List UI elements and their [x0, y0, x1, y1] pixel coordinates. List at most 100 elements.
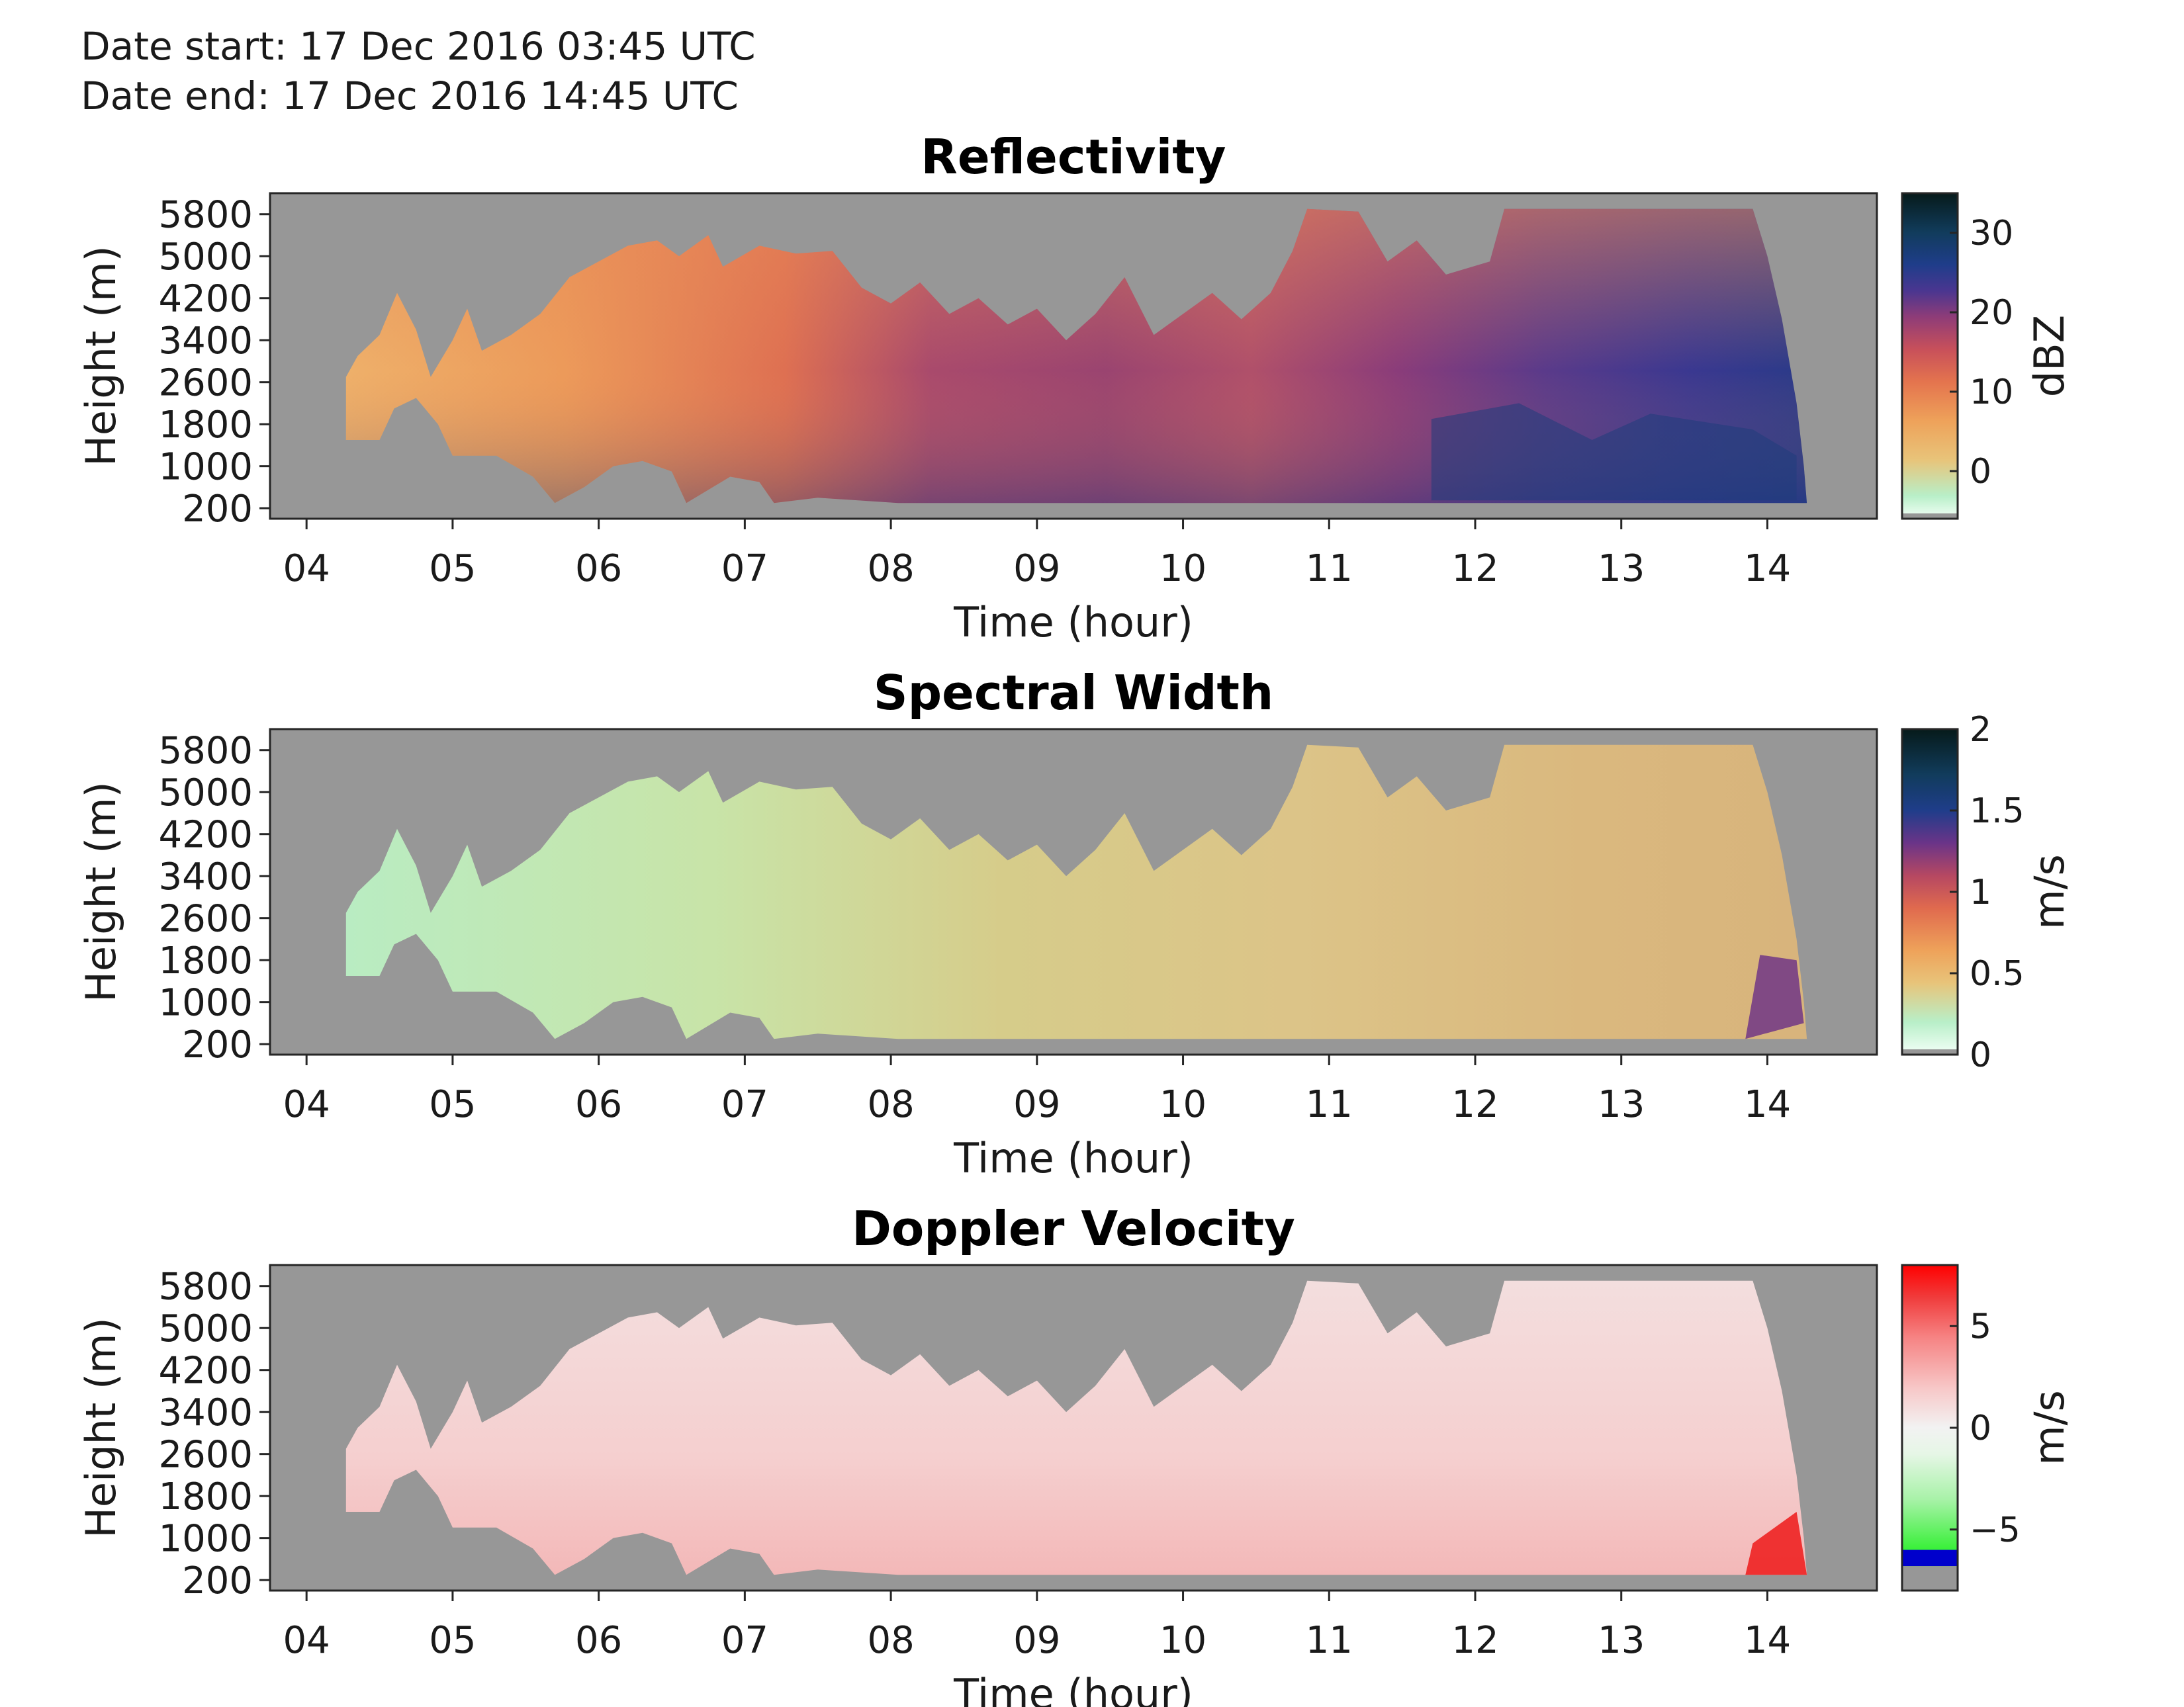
x-tick-label: 05	[429, 1619, 476, 1662]
echo-region	[345, 744, 1807, 1039]
panel-3: Doppler Velocity200100018002600340042005…	[77, 1201, 2073, 1707]
x-tick-label: 04	[283, 1619, 330, 1662]
x-tick-label: 04	[283, 547, 330, 590]
x-tick-label: 06	[575, 1619, 622, 1662]
date-end-label: Date end: 17 Dec 2016 14:45 UTC	[81, 73, 739, 118]
y-tick-label: 1000	[158, 446, 253, 489]
y-tick-label: 4200	[158, 814, 253, 857]
panel-title: Doppler Velocity	[852, 1201, 1295, 1256]
y-tick-label: 5800	[158, 1266, 253, 1309]
colorbar-tick-label: 10	[1970, 372, 2013, 412]
x-tick-label: 04	[283, 1083, 330, 1126]
panel-1: Reflectivity2001000180026003400420050005…	[77, 129, 2073, 646]
y-tick-label: 1000	[158, 1518, 253, 1561]
colorbar-blue-band	[1902, 1550, 1958, 1567]
colorbar: 0 10 20 30 dBZ	[1901, 192, 2073, 520]
y-tick-label: 200	[182, 488, 253, 531]
date-start-label: Date start: 17 Dec 2016 03:45 UTC	[81, 24, 756, 69]
x-tick-label: 09	[1013, 547, 1060, 590]
x-tick-label: 09	[1013, 1619, 1060, 1662]
x-tick-label: 07	[721, 1619, 768, 1662]
colorbar-tick-label: 0.5	[1970, 954, 2025, 994]
y-tick-label: 3400	[158, 1391, 253, 1434]
x-tick-label: 10	[1160, 1083, 1206, 1126]
colorbar-tick-label: 30	[1970, 214, 2013, 253]
x-tick-label: 06	[575, 547, 622, 590]
x-tick-label: 06	[575, 1083, 622, 1126]
y-axis-label: Height (m)	[77, 245, 125, 466]
colorbar-tick-label: 0	[1970, 452, 1991, 492]
x-tick-label: 11	[1306, 1619, 1353, 1662]
x-tick-label: 12	[1451, 1083, 1498, 1126]
y-tick-label: 2600	[158, 898, 253, 941]
y-tick-label: 4200	[158, 1350, 253, 1393]
colorbar-tick-label: 0	[1970, 1409, 1991, 1448]
panels: Reflectivity2001000180026003400420050005…	[77, 129, 2073, 1707]
y-axis-label: Height (m)	[77, 781, 125, 1002]
colorbar-tick-label: 5	[1970, 1307, 1991, 1346]
y-tick-label: 5000	[158, 771, 253, 814]
y-tick-label: 5800	[158, 194, 253, 237]
x-tick-label: 13	[1598, 1083, 1645, 1126]
y-tick-label: 1800	[158, 940, 253, 983]
x-tick-label: 05	[429, 547, 476, 590]
colorbar-no-data-band	[1902, 1566, 1958, 1591]
downward-velocity-edge	[1745, 1512, 1807, 1575]
panel-title: Spectral Width	[874, 665, 1273, 721]
x-tick-label: 11	[1306, 547, 1353, 590]
colorbar-label: m/s	[2025, 854, 2073, 930]
x-tick-label: 13	[1598, 547, 1645, 590]
y-tick-label: 200	[182, 1559, 253, 1602]
colorbar-no-data-band	[1902, 1049, 1958, 1055]
y-tick-label: 4200	[158, 278, 253, 321]
axes-frame	[269, 728, 1878, 1056]
colorbar-label: dBZ	[2025, 315, 2073, 397]
x-tick-label: 12	[1451, 1619, 1498, 1662]
x-axis-label: Time (hour)	[953, 1134, 1193, 1182]
header: Date start: 17 Dec 2016 03:45 UTC Date e…	[81, 24, 756, 118]
colorbar-no-data-band	[1902, 513, 1958, 519]
colorbar-tick-label: 0	[1970, 1035, 1991, 1075]
colorbar-gradient	[1902, 1265, 1958, 1591]
strong-echo-core	[1431, 403, 1797, 501]
y-tick-label: 5000	[158, 236, 253, 279]
colorbar-gradient	[1902, 729, 1958, 1055]
colorbar-tick-label: 1	[1970, 873, 1991, 912]
x-tick-label: 09	[1013, 1083, 1060, 1126]
colorbar-tick-label: 1.5	[1970, 791, 2025, 831]
x-tick-label: 10	[1160, 1619, 1206, 1662]
colorbar-label: m/s	[2025, 1390, 2073, 1466]
y-tick-label: 2600	[158, 1434, 253, 1477]
x-tick-label: 08	[867, 1083, 914, 1126]
y-tick-label: 1800	[158, 404, 253, 447]
colorbar: 5 0 −5 m/s	[1901, 1264, 2073, 1592]
y-tick-label: 200	[182, 1024, 253, 1067]
y-tick-label: 3400	[158, 855, 253, 898]
axes-frame	[269, 192, 1878, 520]
y-tick-label: 1000	[158, 982, 253, 1025]
axes-frame	[269, 1264, 1878, 1592]
y-tick-label: 1800	[158, 1475, 253, 1518]
x-tick-label: 14	[1744, 1619, 1791, 1662]
y-tick-label: 5000	[158, 1307, 253, 1350]
x-tick-label: 07	[721, 547, 768, 590]
x-tick-label: 07	[721, 1083, 768, 1126]
x-tick-label: 11	[1306, 1083, 1353, 1126]
wide-spectrum-edge	[1745, 955, 1804, 1039]
panel-title: Reflectivity	[921, 129, 1226, 185]
y-axis-label: Height (m)	[77, 1317, 125, 1538]
colorbar: 0 0.5 1 1.5 2 m/s	[1901, 710, 2073, 1075]
y-tick-label: 2600	[158, 362, 253, 405]
colorbar-gradient	[1902, 193, 1958, 519]
x-tick-label: 13	[1598, 1619, 1645, 1662]
x-tick-label: 12	[1451, 547, 1498, 590]
x-tick-label: 08	[867, 547, 914, 590]
colorbar-frame	[1901, 192, 1959, 520]
x-tick-label: 14	[1744, 547, 1791, 590]
panel-2: Spectral Width 20010001800260034004200500…	[77, 665, 2073, 1182]
x-tick-label: 14	[1744, 1083, 1791, 1126]
y-tick-label: 5800	[158, 730, 253, 773]
colorbar-tick-label: 20	[1970, 293, 2013, 333]
echo-region	[345, 1280, 1807, 1575]
